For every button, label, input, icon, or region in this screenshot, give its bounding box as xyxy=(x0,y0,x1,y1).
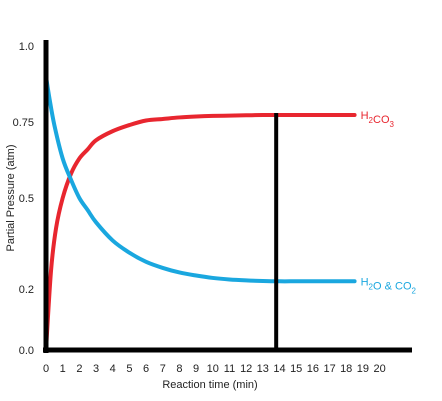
series-label-subscript: 2 xyxy=(412,286,417,295)
x-tick-label-16: 16 xyxy=(307,363,319,375)
series-label-subscript: 2 xyxy=(369,282,374,291)
x-tick-label-8: 8 xyxy=(176,363,182,375)
x-tick-label-9: 9 xyxy=(193,363,199,375)
series-label-subscript: 2 xyxy=(369,116,374,125)
x-tick-label-19: 19 xyxy=(357,363,369,375)
y-tick-label-1: 0.2 xyxy=(19,284,34,296)
series-label-text: H xyxy=(361,276,369,288)
series-label-text: CO xyxy=(373,114,390,126)
series-label-0: H2CO3 xyxy=(361,110,395,129)
x-tick-label-18: 18 xyxy=(340,363,352,375)
series-line-0 xyxy=(44,112,357,352)
series-label-text: O & CO xyxy=(373,280,412,292)
series-label-text: H xyxy=(361,110,369,122)
x-tick-label-0: 0 xyxy=(43,363,49,375)
x-tick-label-1: 1 xyxy=(60,363,66,375)
x-tick-label-12: 12 xyxy=(240,363,252,375)
x-tick-label-17: 17 xyxy=(323,363,335,375)
x-tick-label-15: 15 xyxy=(290,363,302,375)
x-tick-label-13: 13 xyxy=(257,363,269,375)
y-tick-label-0: 0.0 xyxy=(19,345,34,357)
x-tick-label-5: 5 xyxy=(126,363,132,375)
series-line-1 xyxy=(44,74,357,284)
series-label-1: H2O & CO2 xyxy=(361,276,417,295)
x-tick-label-14: 14 xyxy=(273,363,285,375)
x-tick-label-11: 11 xyxy=(224,363,235,375)
series-label-subscript: 3 xyxy=(390,120,395,129)
y-axis-title: Partial Pressure (atm) xyxy=(5,145,17,252)
x-tick-label-3: 3 xyxy=(93,363,99,375)
y-tick-label-4: 1.0 xyxy=(19,41,34,53)
axes xyxy=(43,40,412,353)
y-tick-label-2: 0.5 xyxy=(19,193,34,205)
x-tick-label-7: 7 xyxy=(160,363,166,375)
x-tick-label-6: 6 xyxy=(143,363,149,375)
y-tick-label-3: 0.75 xyxy=(13,117,34,129)
x-axis-title: Reaction time (min) xyxy=(162,379,257,391)
x-tick-label-10: 10 xyxy=(207,363,219,375)
series-group xyxy=(44,74,357,352)
x-tick-label-20: 20 xyxy=(373,363,385,375)
x-tick-label-4: 4 xyxy=(110,363,116,375)
x-tick-label-2: 2 xyxy=(76,363,82,375)
